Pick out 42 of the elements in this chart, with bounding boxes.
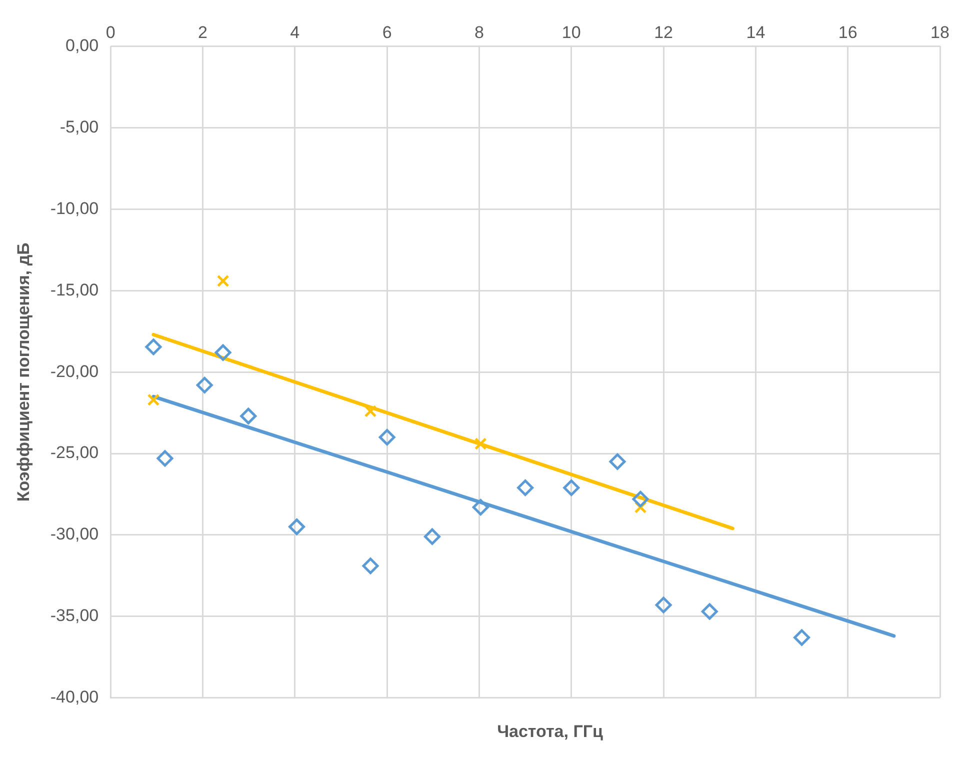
y-tick-label: -5,00	[60, 118, 99, 137]
point	[288, 518, 306, 536]
x-tick-label: 18	[930, 22, 950, 42]
y-tick-label: 0,00	[66, 36, 99, 56]
x-tick-label: 8	[474, 22, 484, 42]
x-tick-label: 12	[654, 22, 673, 42]
point	[517, 479, 534, 496]
point	[378, 428, 396, 446]
point	[632, 490, 649, 508]
point	[240, 408, 257, 424]
point	[609, 453, 626, 470]
point	[364, 404, 377, 418]
point	[701, 603, 718, 620]
point	[156, 450, 174, 467]
point	[655, 596, 672, 614]
x-tick-label: 16	[838, 22, 858, 42]
y-tick-label: -15,00	[50, 280, 99, 300]
x-axis-title: Частота, ГГц	[496, 722, 604, 742]
y-tick-label: -30,00	[50, 524, 99, 544]
x-tick-label: 10	[562, 22, 581, 42]
y-tick-label: -20,00	[50, 362, 99, 381]
y-tick-label: -35,00	[50, 606, 99, 626]
point	[362, 558, 379, 574]
x-tick-label: 0	[106, 22, 116, 42]
point	[145, 338, 162, 356]
point	[424, 528, 440, 545]
x-tick-label: 14	[746, 22, 766, 42]
point	[214, 344, 232, 361]
point	[196, 376, 213, 394]
point	[472, 499, 489, 516]
x-tick-label: 4	[290, 22, 300, 42]
point	[563, 479, 580, 496]
x-tick-label: 2	[198, 22, 208, 42]
point	[216, 274, 230, 288]
y-axis-title: Коэффициент поглощения, дБ	[14, 242, 33, 502]
y-tick-label: -25,00	[50, 443, 99, 462]
y-tick-label: -40,00	[50, 687, 99, 706]
point	[474, 438, 487, 450]
x-tick-label: 6	[382, 22, 392, 42]
point	[147, 394, 160, 406]
y-tick-label: -10,00	[50, 198, 99, 218]
point	[794, 629, 810, 646]
